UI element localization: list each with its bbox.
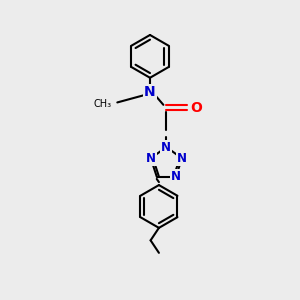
Text: N: N <box>146 152 156 165</box>
Text: N: N <box>177 152 187 165</box>
Text: O: O <box>190 101 202 115</box>
Text: N: N <box>144 85 156 99</box>
Text: N: N <box>161 140 171 154</box>
Text: N: N <box>171 170 181 183</box>
Text: CH₃: CH₃ <box>93 99 111 109</box>
